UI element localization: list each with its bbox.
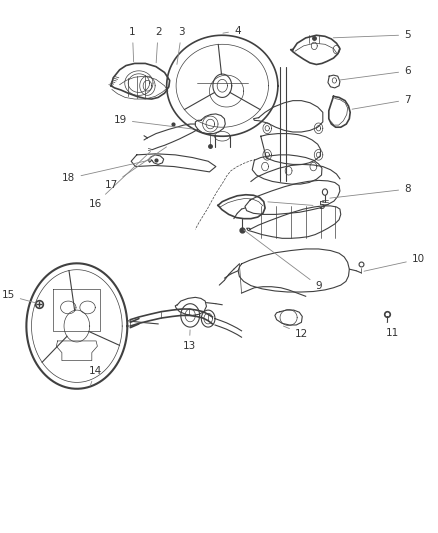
- Text: 17: 17: [104, 147, 166, 190]
- Text: 19: 19: [113, 115, 192, 129]
- Text: 6: 6: [339, 66, 410, 80]
- Text: 18: 18: [62, 160, 151, 183]
- Text: 1: 1: [129, 27, 135, 62]
- Text: 16: 16: [88, 151, 150, 209]
- Text: 13: 13: [182, 330, 195, 351]
- Text: 5: 5: [267, 201, 325, 211]
- Text: 4: 4: [223, 26, 240, 36]
- Text: 7: 7: [351, 95, 410, 109]
- Text: 9: 9: [243, 230, 321, 291]
- Text: 3: 3: [177, 27, 184, 64]
- Text: 14: 14: [88, 366, 102, 385]
- Text: 10: 10: [363, 254, 424, 271]
- Text: 15: 15: [2, 290, 36, 303]
- Text: 5: 5: [332, 30, 410, 40]
- Text: 11: 11: [385, 322, 398, 337]
- Text: 12: 12: [283, 326, 307, 338]
- Text: 2: 2: [155, 27, 161, 63]
- Text: 8: 8: [329, 184, 410, 198]
